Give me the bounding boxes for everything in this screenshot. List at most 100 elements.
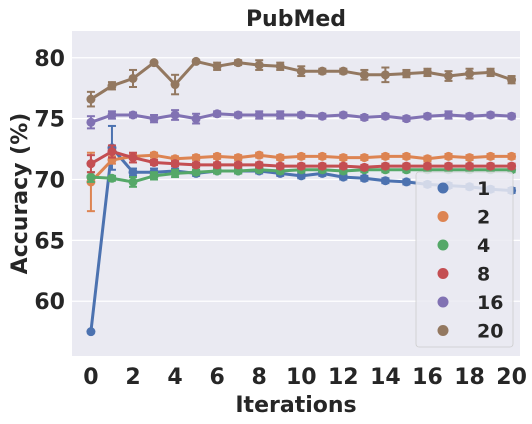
data-point (401, 177, 411, 187)
x-tick-label: 18 (454, 365, 485, 390)
legend-label: 16 (477, 292, 503, 314)
data-point (422, 154, 432, 164)
y-tick-label: 65 (34, 229, 65, 254)
data-point (233, 110, 243, 120)
data-point (296, 151, 306, 161)
legend-label: 4 (477, 235, 490, 257)
data-point (296, 110, 306, 120)
legend-marker (437, 239, 449, 251)
data-point (380, 111, 390, 121)
data-point (275, 161, 285, 171)
data-point (465, 153, 475, 163)
data-point (191, 167, 201, 177)
data-point (486, 151, 496, 161)
data-point (107, 110, 117, 120)
data-point (359, 70, 369, 80)
data-point (338, 153, 348, 163)
data-point (149, 171, 159, 181)
data-point (380, 161, 390, 171)
legend-marker (437, 296, 449, 308)
data-point (191, 153, 201, 163)
data-point (401, 151, 411, 161)
data-point (380, 176, 390, 186)
data-point (191, 56, 201, 66)
data-point (317, 151, 327, 161)
series-20 (86, 56, 517, 108)
data-point (170, 110, 180, 120)
data-point (338, 110, 348, 120)
x-tick-label: 4 (167, 365, 182, 390)
data-point (128, 153, 138, 163)
data-point (465, 161, 475, 171)
data-point (254, 160, 264, 170)
x-tick-label: 16 (412, 365, 443, 390)
data-point (338, 66, 348, 76)
data-point (212, 151, 222, 161)
data-point (507, 75, 517, 85)
data-point (359, 173, 369, 183)
data-point (86, 159, 96, 169)
data-point (275, 153, 285, 163)
data-point (170, 168, 180, 178)
y-tick-labels: 60 65 70 75 80 (34, 47, 65, 315)
legend-marker (437, 325, 449, 336)
x-tick-label: 0 (83, 365, 98, 390)
data-point (212, 109, 222, 119)
data-point (149, 114, 159, 124)
data-point (275, 61, 285, 71)
data-point (401, 161, 411, 171)
x-tick-label: 6 (209, 365, 224, 390)
x-tick-label: 8 (252, 365, 267, 390)
data-point (380, 151, 390, 161)
x-tick-label: 10 (286, 365, 317, 390)
data-point (233, 58, 243, 68)
data-point (170, 80, 180, 90)
data-point (507, 161, 517, 171)
x-tick-label: 20 (496, 365, 527, 390)
data-point (443, 161, 453, 171)
data-point (486, 110, 496, 120)
y-tick-label: 60 (34, 290, 65, 315)
x-tick-label: 12 (328, 365, 359, 390)
data-point (86, 117, 96, 127)
data-point (465, 111, 475, 121)
data-point (486, 67, 496, 77)
series-8 (86, 144, 517, 174)
data-point (191, 160, 201, 170)
data-point (401, 114, 411, 124)
data-point (380, 70, 390, 80)
x-tick-label: 14 (370, 365, 401, 390)
data-point (507, 151, 517, 161)
y-tick-label: 70 (34, 169, 65, 194)
data-point (86, 172, 96, 182)
data-point (233, 153, 243, 163)
series-2 (86, 150, 517, 213)
x-tick-labels: 0 2 4 6 8 10 12 14 16 18 20 (83, 365, 527, 390)
data-point (296, 66, 306, 76)
legend-label: 1 (477, 178, 490, 200)
data-point (317, 161, 327, 171)
legend: 1 2 4 8 16 20 (415, 171, 514, 348)
data-point (443, 151, 453, 161)
x-axis-label: Iterations (235, 393, 356, 418)
data-point (359, 112, 369, 122)
data-point (86, 327, 96, 337)
y-tick-label: 80 (34, 47, 65, 72)
data-point (128, 167, 138, 177)
data-point (212, 61, 222, 71)
data-point (86, 94, 96, 104)
x-tick-label: 2 (125, 365, 140, 390)
chart-title: PubMed (246, 7, 346, 32)
data-point (254, 60, 264, 70)
data-point (254, 110, 264, 120)
legend-marker (437, 268, 449, 279)
legend-label: 2 (477, 207, 490, 229)
data-point (359, 153, 369, 163)
data-point (233, 160, 243, 170)
data-point (191, 114, 201, 124)
data-point (275, 110, 285, 120)
data-point (338, 161, 348, 171)
data-point (212, 160, 222, 170)
data-point (170, 159, 180, 169)
data-point (422, 111, 432, 121)
